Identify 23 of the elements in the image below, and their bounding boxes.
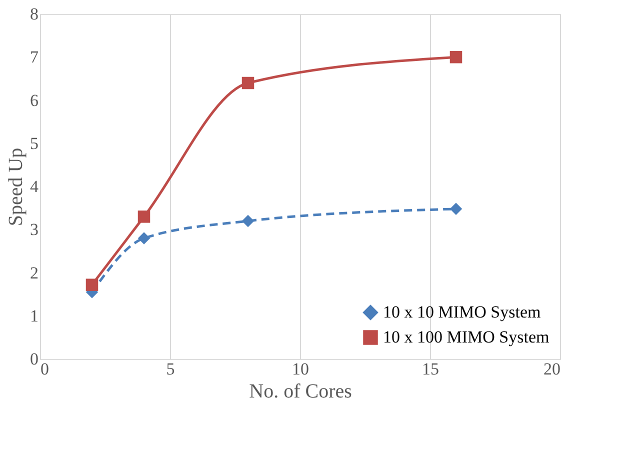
y-tick-label: 7 [30,48,39,67]
legend-label: 10 x 100 MIMO System [383,328,550,346]
point [138,232,150,244]
point [138,210,150,223]
y-axis-title: Speed Up [5,148,27,226]
y-tick-label: 5 [30,134,38,153]
point [242,214,254,228]
x-tick-label: 10 [292,360,309,378]
x-axis-title: No. of Cores [249,380,352,402]
y-tick-label: 8 [30,4,38,24]
point [86,278,98,291]
legend-label: 10 x 10 MIMO System [383,302,541,322]
y-tick-label: 1 [30,306,38,326]
y-tick-label: 4 [30,177,39,196]
y-tick-label: 6 [30,90,38,110]
y-tick-label: 3 [30,220,38,240]
point [450,202,462,216]
x-tick-label: 15 [422,360,439,378]
x-tick-label: 20 [544,360,560,378]
y-tick-label: 2 [30,263,38,282]
point [242,76,254,90]
x-tick-label: 5 [166,360,175,378]
point [450,51,462,64]
